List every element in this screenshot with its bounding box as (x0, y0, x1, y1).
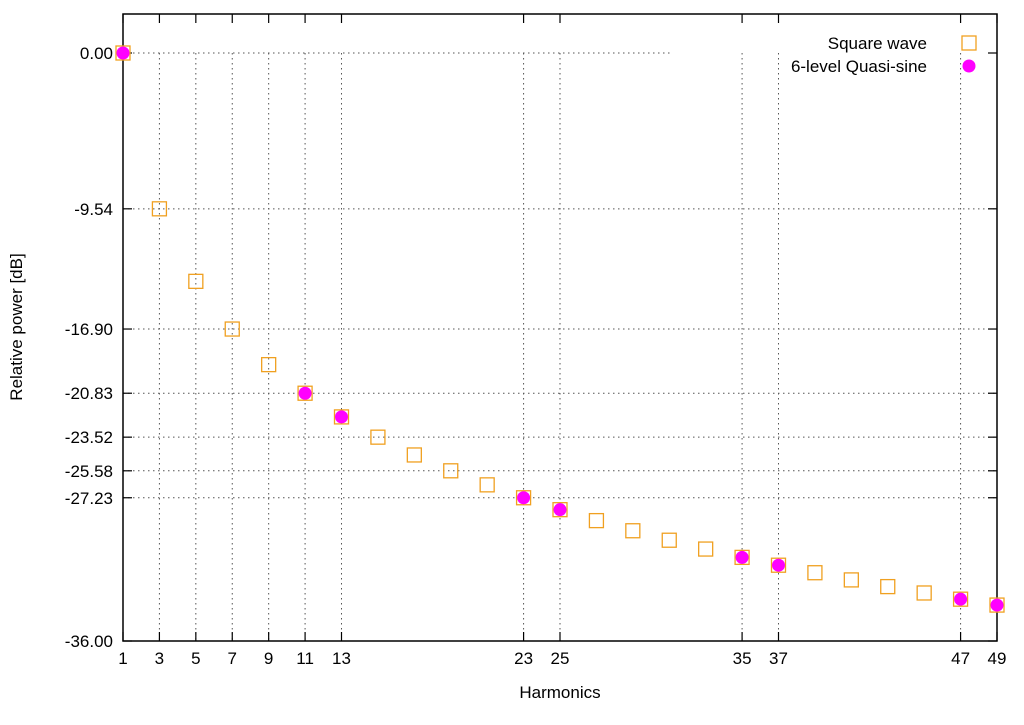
x-axis-label: Harmonics (519, 683, 600, 702)
square-wave-point (661, 532, 677, 548)
square-wave-point (770, 557, 787, 573)
square-wave-point (479, 477, 495, 493)
quasi-sine-point (990, 598, 1004, 612)
x-tick-label: 13 (332, 649, 351, 668)
grid (123, 52, 997, 641)
x-tick-label: 3 (155, 649, 164, 668)
x-tick-label: 1 (118, 649, 127, 668)
square-wave-point (515, 490, 532, 506)
y-tick-label: 0.00 (80, 44, 113, 63)
square-wave-point (952, 591, 969, 607)
y-tick-label: -25.58 (65, 462, 113, 481)
x-tick-label: 25 (551, 649, 570, 668)
quasi-sine-point (298, 386, 312, 400)
legend-square-swatch (961, 35, 977, 51)
x-tick-label: 23 (514, 649, 533, 668)
x-tick-label: 49 (988, 649, 1007, 668)
y-tick-label: -36.00 (65, 632, 113, 651)
square-wave-point (698, 541, 714, 557)
square-wave-point (406, 447, 422, 463)
legend-label: Square wave (828, 34, 927, 53)
x-tick-label: 9 (264, 649, 273, 668)
x-tick-label: 11 (296, 649, 314, 668)
legend-label: 6-level Quasi-sine (791, 57, 927, 76)
square-wave-point (843, 572, 859, 588)
x-tick-label: 7 (228, 649, 237, 668)
square-wave-point (151, 201, 168, 217)
square-wave-point (261, 356, 277, 373)
y-tick-label: -16.90 (65, 320, 113, 339)
square-wave-point (188, 273, 204, 289)
quasi-sine-point (335, 410, 348, 424)
square-wave-point (807, 565, 823, 581)
x-tick-label: 35 (733, 649, 752, 668)
x-tick-label: 37 (769, 649, 788, 668)
x-tick-label: 47 (951, 649, 970, 668)
legend-circle-swatch (962, 59, 976, 73)
square-wave-point (370, 429, 386, 445)
quasi-sine-point (517, 491, 531, 505)
square-wave-point (625, 523, 641, 539)
square-wave-point (989, 597, 1005, 613)
square-wave-point (333, 409, 350, 425)
x-tick-label: 5 (191, 649, 200, 668)
square-wave-point (734, 549, 750, 566)
quasi-sine-point (772, 558, 785, 572)
square-wave-point (443, 463, 459, 479)
legend: Square wave 6-level Quasi-sine (791, 34, 977, 76)
square-wave-point (552, 502, 568, 518)
quasi-sine-point (954, 592, 968, 606)
square-wave-point (588, 512, 605, 529)
quasi-sine-point (735, 550, 749, 564)
y-tick-label: -27.23 (65, 489, 113, 508)
y-axis-label: Relative power [dB] (7, 253, 26, 400)
y-tick-label: -23.52 (65, 428, 113, 447)
square-wave-point (880, 578, 896, 595)
square-wave-point (224, 321, 240, 337)
square-wave-point (916, 585, 932, 601)
y-tick-label: -9.54 (74, 200, 113, 219)
ticks: 0.00 -9.54 -16.90 -20.83 -23.52 -25.58 -27.23 -… (65, 14, 1007, 668)
square-wave-point (115, 45, 131, 61)
data-marks (115, 45, 1005, 613)
square-wave-point (297, 385, 313, 401)
y-tick-label: -20.83 (65, 384, 113, 403)
quasi-sine-point (553, 503, 567, 517)
quasi-sine-point (116, 46, 130, 60)
